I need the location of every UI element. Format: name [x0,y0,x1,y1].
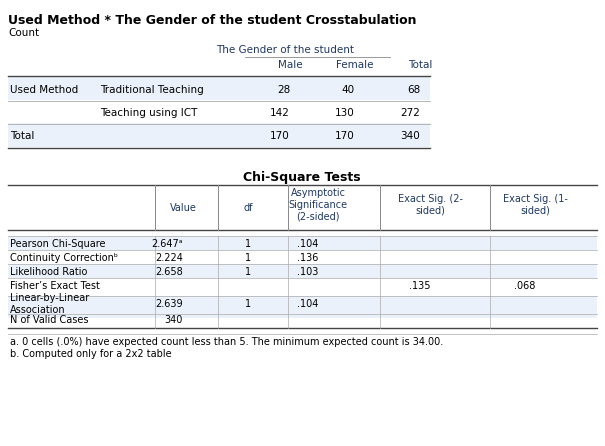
Text: 28: 28 [276,85,290,95]
Text: a. 0 cells (.0%) have expected count less than 5. The minimum expected count is : a. 0 cells (.0%) have expected count les… [10,337,443,347]
Text: Traditional Teaching: Traditional Teaching [100,85,204,95]
Text: The Gender of the student: The Gender of the student [216,45,354,55]
Text: Used Method * The Gender of the student Crosstabulation: Used Method * The Gender of the student … [8,14,416,27]
Text: Linear-by-Linear
Association: Linear-by-Linear Association [10,293,90,315]
Text: .103: .103 [296,267,318,277]
FancyBboxPatch shape [8,264,597,278]
Text: .104: .104 [296,299,318,309]
Text: 2.224: 2.224 [155,253,183,263]
Text: .068: .068 [514,281,535,291]
Text: df: df [243,203,253,213]
Text: 340: 340 [165,315,183,325]
Text: Exact Sig. (1-
sided): Exact Sig. (1- sided) [503,194,567,216]
Text: Asymptotic
Significance
(2-sided): Asymptotic Significance (2-sided) [289,188,347,222]
Text: 40: 40 [342,85,355,95]
Text: 2.658: 2.658 [155,267,183,277]
Text: .104: .104 [296,239,318,249]
Text: 1: 1 [245,253,251,263]
Text: 130: 130 [335,108,355,118]
FancyBboxPatch shape [8,76,430,100]
Text: Total: Total [10,131,34,141]
Text: N of Valid Cases: N of Valid Cases [10,315,88,325]
Text: Continuity Correctionᵇ: Continuity Correctionᵇ [10,253,118,263]
Text: 170: 170 [335,131,355,141]
Text: 2.647ᵃ: 2.647ᵃ [151,239,183,249]
Text: 1: 1 [245,239,251,249]
Text: 2.639: 2.639 [155,299,183,309]
FancyBboxPatch shape [8,123,430,147]
Text: Fisher’s Exact Test: Fisher’s Exact Test [10,281,100,291]
Text: Teaching using ICT: Teaching using ICT [100,108,197,118]
Text: 170: 170 [270,131,290,141]
Text: Pearson Chi-Square: Pearson Chi-Square [10,239,105,249]
Text: 272: 272 [400,108,420,118]
Text: 1: 1 [245,267,251,277]
Text: Total: Total [408,60,432,70]
Text: Male: Male [278,60,302,70]
Text: .136: .136 [296,253,318,263]
Text: Value: Value [169,203,197,213]
Text: 68: 68 [407,85,420,95]
FancyBboxPatch shape [8,296,597,318]
Text: Used Method: Used Method [10,85,78,95]
FancyBboxPatch shape [8,236,597,250]
Text: .135: .135 [408,281,430,291]
Text: Female: Female [336,60,374,70]
Text: Exact Sig. (2-
sided): Exact Sig. (2- sided) [397,194,462,216]
Text: 1: 1 [245,299,251,309]
Text: Likelihood Ratio: Likelihood Ratio [10,267,87,277]
Text: Count: Count [8,28,39,38]
Text: 142: 142 [270,108,290,118]
Text: 340: 340 [401,131,420,141]
Text: Chi-Square Tests: Chi-Square Tests [243,172,361,185]
Text: b. Computed only for a 2x2 table: b. Computed only for a 2x2 table [10,349,172,359]
